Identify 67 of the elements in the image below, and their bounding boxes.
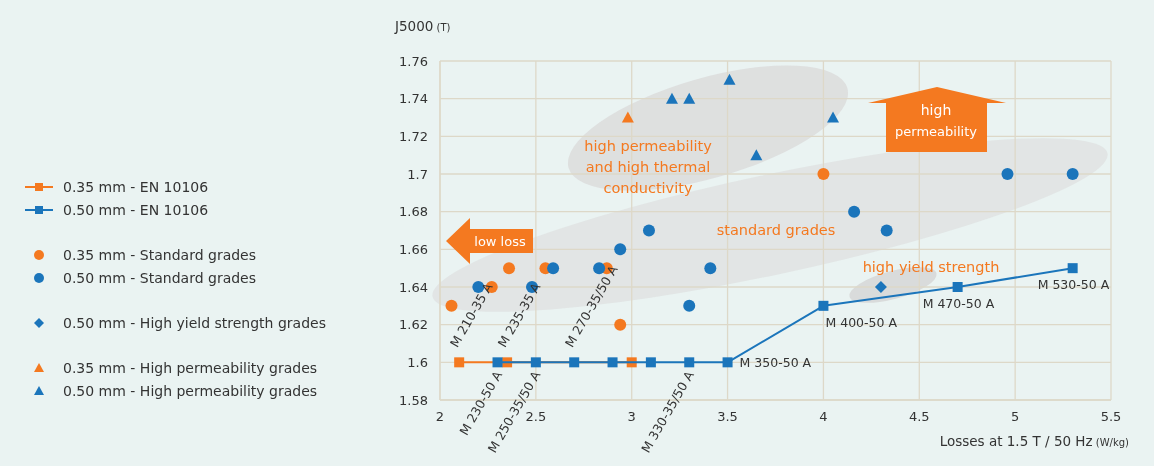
point: [642, 224, 655, 237]
annotation: low loss: [474, 234, 526, 249]
point: [704, 262, 717, 275]
point: [645, 357, 656, 368]
point: [683, 92, 696, 104]
point: [530, 357, 541, 368]
y-tick-label: 1.76: [399, 53, 428, 69]
point: [723, 73, 736, 85]
point: [614, 243, 627, 256]
annotation: M 400-50 A: [825, 314, 898, 330]
legend-label: 0.50 mm - EN 10106: [63, 202, 209, 218]
point: [569, 357, 580, 368]
point: [547, 262, 560, 275]
point: [750, 149, 763, 161]
point: [614, 318, 627, 331]
point: [665, 92, 678, 104]
legend-label: 0.50 mm - High yield strength grades: [63, 315, 326, 331]
point: [952, 282, 963, 292]
legend-label: 0.35 mm - EN 10106: [63, 179, 209, 195]
legend-label: 0.50 mm - Standard grades: [63, 270, 257, 286]
x-tick-label: 5: [1011, 409, 1020, 424]
y-tick-label: 1.74: [399, 91, 428, 107]
legend-label: 0.50 mm - High permeability grades: [63, 383, 318, 399]
point: [1001, 168, 1014, 180]
point: [621, 111, 634, 123]
point: [874, 281, 887, 293]
y-tick-label: 1.7: [407, 166, 428, 182]
point: [445, 299, 458, 312]
point: [880, 224, 893, 237]
y-tick-label: 1.6: [407, 354, 428, 370]
annotation: high yield strength: [862, 259, 1000, 275]
x-tick-label: 2: [435, 409, 445, 424]
y-tick-label: 1.64: [399, 279, 428, 295]
x-tick-label: 4: [819, 409, 828, 424]
legend-label: 0.35 mm - High permeability grades: [63, 360, 318, 376]
point: [607, 357, 618, 368]
x-tick-label: 4.5: [908, 409, 930, 424]
point: [1066, 168, 1079, 180]
point: [683, 299, 696, 312]
annotation: M 470-50 A: [922, 296, 995, 311]
point: [684, 357, 695, 368]
y-tick-label: 1.72: [399, 128, 428, 144]
y-tick-label: 1.58: [399, 392, 428, 408]
y-tick-label: 1.66: [399, 241, 428, 257]
annotation: high permeability: [895, 102, 978, 139]
annotation: M 350-50 A: [739, 355, 812, 371]
annotation: M 530-50 A: [1037, 277, 1110, 293]
annotation: high permeability and high thermal conductivity: [584, 138, 713, 196]
point: [722, 357, 733, 368]
y-axis-title: J5000 (T): [394, 18, 451, 34]
x-tick-label: 5.5: [1100, 409, 1122, 424]
point: [827, 111, 840, 123]
point: [503, 262, 516, 275]
x-tick-label: 3: [627, 409, 636, 424]
point: [454, 357, 465, 368]
point: [492, 357, 503, 368]
x-tick-label: 3.5: [717, 409, 738, 424]
point: [1067, 263, 1078, 274]
annotation: standard grades: [716, 222, 836, 238]
legend-label: 0.35 mm - Standard grades: [63, 247, 257, 263]
point: [593, 262, 606, 275]
point: [848, 205, 861, 218]
point: [817, 168, 830, 180]
x-axis-title: Losses at 1.5 T / 50 Hz (W/kg): [939, 433, 1130, 449]
y-tick-label: 1.62: [399, 317, 428, 333]
point: [818, 300, 829, 311]
y-tick-label: 1.68: [399, 204, 428, 220]
